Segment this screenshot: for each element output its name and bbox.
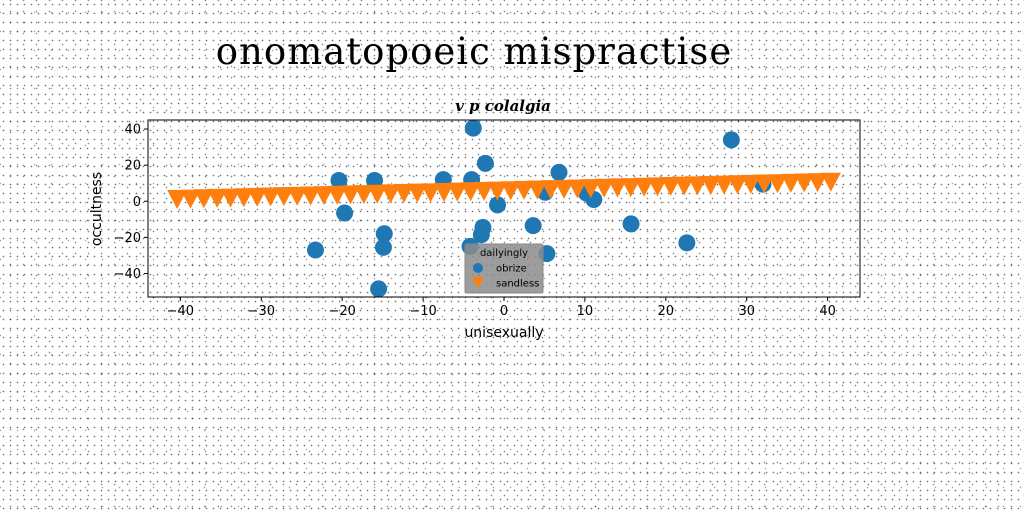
y-tick-label: 40: [124, 123, 141, 138]
point-sandless: [554, 179, 575, 199]
x-tick-label: −30: [248, 304, 275, 319]
x-axis-ticks: −40 −30 −20 −10 0 10 20 30 40: [167, 297, 836, 319]
point-sandless: [607, 178, 628, 198]
point-sandless: [540, 180, 561, 200]
point-sandless: [620, 178, 641, 198]
point-sandless: [647, 177, 668, 197]
point-sandless: [327, 185, 348, 205]
point-obrize: [722, 131, 740, 149]
point-sandless: [794, 173, 815, 193]
x-tick-label: 20: [658, 304, 675, 319]
y-axis-ticks: −40 −20 0 20 40: [114, 123, 148, 282]
legend: dailyingly obrize sandless: [464, 243, 544, 294]
figure-title: onomatopoeic mispractise: [215, 30, 733, 73]
y-tick-label: −40: [114, 267, 141, 282]
x-axis-label: unisexually: [464, 325, 543, 341]
point-sandless: [233, 188, 254, 208]
point-sandless: [514, 180, 535, 200]
point-sandless: [300, 186, 321, 206]
point-obrize: [489, 196, 507, 214]
point-sandless: [207, 188, 228, 208]
y-tick-label: −20: [114, 231, 141, 246]
x-tick-label: −40: [167, 304, 194, 319]
legend-marker-obrize: [473, 263, 483, 273]
legend-label-sandless: sandless: [496, 279, 539, 290]
point-sandless: [380, 184, 401, 204]
point-sandless: [594, 178, 615, 198]
legend-title: dailyingly: [480, 248, 528, 259]
point-obrize: [550, 163, 568, 181]
point-obrize: [330, 172, 348, 190]
legend-box: [464, 243, 544, 294]
point-sandless: [487, 181, 508, 201]
point-sandless: [527, 180, 548, 200]
point-sandless: [473, 181, 494, 201]
point-sandless: [780, 173, 801, 193]
point-sandless: [727, 175, 748, 195]
point-sandless: [393, 184, 414, 204]
y-axis-label: occultness: [89, 172, 105, 246]
point-sandless: [420, 183, 441, 203]
point-obrize: [306, 241, 324, 259]
point-obrize: [678, 234, 696, 252]
point-sandless: [367, 184, 388, 204]
point-sandless: [220, 188, 241, 208]
x-tick-label: −20: [328, 304, 355, 319]
point-sandless: [820, 172, 841, 192]
point-sandless: [567, 179, 588, 199]
chart-subtitle: v p colalgia: [455, 97, 551, 115]
point-sandless: [767, 174, 788, 194]
point-sandless: [687, 176, 708, 196]
point-obrize: [472, 226, 490, 244]
x-tick-label: 40: [819, 304, 836, 319]
point-sandless: [740, 174, 761, 194]
point-sandless: [180, 189, 201, 209]
point-sandless: [634, 177, 655, 197]
point-sandless: [700, 175, 721, 195]
point-obrize: [336, 204, 354, 222]
point-sandless: [754, 174, 775, 194]
x-tick-label: 30: [738, 304, 755, 319]
y-tick-label: 20: [124, 159, 141, 174]
point-sandless: [313, 186, 334, 206]
point-sandless: [500, 181, 521, 201]
y-tick-label: 0: [133, 195, 141, 210]
legend-label-obrize: obrize: [496, 264, 527, 275]
point-sandless: [807, 173, 828, 193]
point-sandless: [714, 175, 735, 195]
point-obrize: [585, 190, 603, 208]
point-obrize: [374, 238, 392, 256]
point-sandless: [340, 185, 361, 205]
point-obrize: [370, 280, 388, 298]
point-sandless: [460, 182, 481, 202]
point-sandless: [167, 189, 188, 209]
point-sandless: [273, 187, 294, 207]
legend-marker-sandless: [472, 277, 484, 288]
point-sandless: [674, 176, 695, 196]
point-sandless: [247, 187, 268, 207]
point-obrize: [375, 225, 393, 243]
point-obrize: [524, 217, 542, 235]
point-sandless: [353, 185, 374, 205]
point-sandless: [447, 182, 468, 202]
point-sandless: [287, 186, 308, 206]
point-sandless: [660, 177, 681, 197]
x-tick-label: 0: [500, 304, 508, 319]
x-tick-label: 10: [577, 304, 594, 319]
point-sandless: [433, 182, 454, 202]
point-sandless: [407, 183, 428, 203]
point-obrize: [622, 215, 640, 233]
point-obrize: [476, 154, 494, 172]
point-sandless: [260, 187, 281, 207]
point-sandless: [580, 179, 601, 199]
chart-marks: [167, 119, 841, 298]
point-obrize: [464, 119, 482, 137]
x-tick-label: −10: [409, 304, 436, 319]
point-sandless: [193, 189, 214, 209]
